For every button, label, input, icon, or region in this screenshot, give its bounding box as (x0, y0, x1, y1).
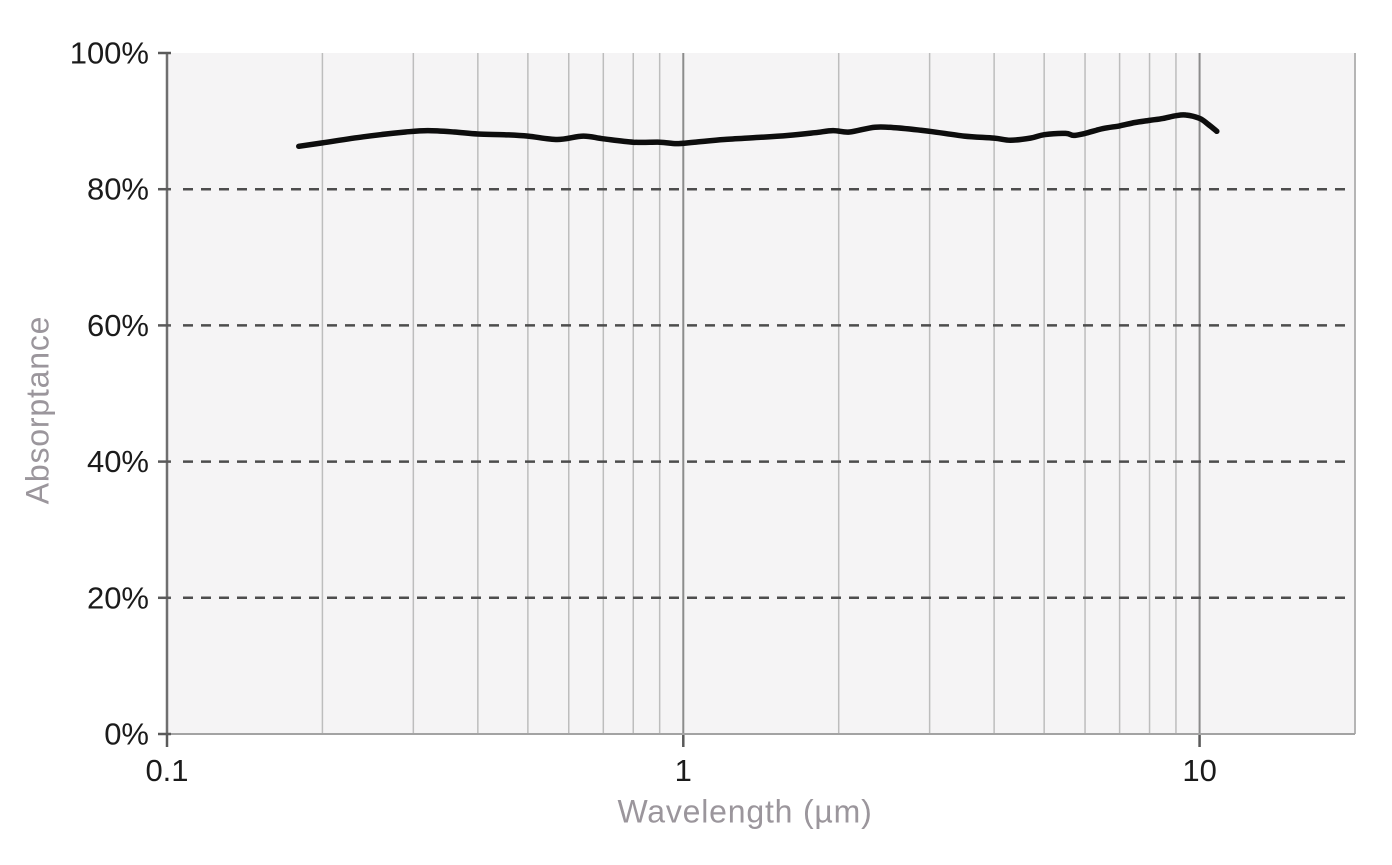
y-axis-title: Absorptance (19, 315, 56, 505)
y-tick-label: 0% (104, 717, 149, 752)
x-tick-label: 10 (1182, 753, 1216, 788)
x-axis-title: Wavelength (µm) (617, 793, 873, 830)
y-tick-label: 40% (87, 444, 149, 479)
x-tick-label: 0.1 (145, 753, 188, 788)
plot-area (167, 53, 1355, 734)
y-tick-label: 20% (87, 580, 149, 615)
y-tick-label: 60% (87, 308, 149, 343)
y-tick-label: 100% (70, 36, 149, 71)
absorptance-curve (296, 112, 1220, 150)
y-tick-label: 80% (87, 172, 149, 207)
x-tick-label: 1 (675, 753, 692, 788)
